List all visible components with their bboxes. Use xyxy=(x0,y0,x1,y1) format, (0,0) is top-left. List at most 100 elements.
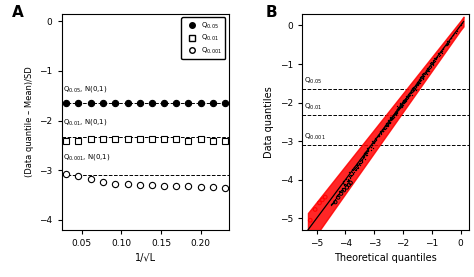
Point xyxy=(339,188,346,192)
Point xyxy=(409,89,417,93)
Point xyxy=(402,96,410,100)
Point xyxy=(396,102,404,107)
Point xyxy=(380,127,387,132)
Point xyxy=(423,71,431,76)
Point xyxy=(379,129,386,133)
Point xyxy=(409,89,417,93)
Point xyxy=(457,23,465,27)
Point xyxy=(345,178,352,182)
Point xyxy=(353,163,361,167)
Point xyxy=(412,88,420,92)
Point xyxy=(401,97,409,101)
Point xyxy=(453,29,460,34)
Point xyxy=(357,158,365,163)
Point xyxy=(433,57,440,61)
Point xyxy=(330,200,337,204)
Point xyxy=(410,86,418,90)
Point xyxy=(347,181,355,185)
Point xyxy=(363,148,370,153)
Point xyxy=(389,114,397,119)
Point xyxy=(352,168,360,172)
Point xyxy=(424,65,432,70)
Point xyxy=(362,150,369,154)
Point xyxy=(412,83,419,88)
Point xyxy=(396,103,403,107)
Point xyxy=(410,87,417,91)
Point xyxy=(424,66,431,71)
Point xyxy=(415,80,422,84)
Point xyxy=(411,87,419,91)
Point xyxy=(347,174,355,178)
Point xyxy=(335,189,343,194)
Point xyxy=(359,155,366,159)
Point xyxy=(382,125,390,130)
Point xyxy=(311,207,319,212)
Point xyxy=(392,109,400,113)
Point xyxy=(365,145,373,149)
Point xyxy=(408,90,415,94)
Point xyxy=(374,135,381,139)
Point xyxy=(452,30,459,35)
Point xyxy=(368,143,376,147)
Point xyxy=(384,120,392,125)
Point xyxy=(362,150,369,154)
Point xyxy=(388,116,395,120)
Point xyxy=(376,134,383,138)
Point xyxy=(395,107,402,112)
Point xyxy=(365,148,372,152)
Point xyxy=(445,39,453,43)
Point xyxy=(372,137,379,141)
Point xyxy=(419,74,427,79)
Point xyxy=(354,165,361,169)
Point xyxy=(375,133,383,137)
Point xyxy=(405,91,413,96)
Point xyxy=(343,182,350,186)
Point xyxy=(356,161,363,165)
Point xyxy=(405,91,412,96)
Point xyxy=(358,160,365,165)
Point xyxy=(438,48,446,53)
Point xyxy=(425,69,432,73)
Point xyxy=(409,85,417,89)
Y-axis label: Data quantiles: Data quantiles xyxy=(264,86,274,158)
Point xyxy=(342,183,349,188)
Point xyxy=(354,161,361,165)
Point xyxy=(429,61,437,65)
Point xyxy=(435,53,443,58)
Point xyxy=(391,111,399,115)
Point xyxy=(419,76,427,80)
Point xyxy=(428,62,436,66)
Text: Q$_{0.01}$: Q$_{0.01}$ xyxy=(304,102,322,112)
Point xyxy=(410,85,418,90)
Point xyxy=(360,153,367,157)
Point xyxy=(350,164,357,169)
X-axis label: 1/√L: 1/√L xyxy=(135,253,156,263)
Point xyxy=(416,78,423,82)
Point xyxy=(384,119,392,123)
Point xyxy=(394,108,402,112)
Point xyxy=(395,106,402,111)
Point xyxy=(332,196,339,201)
Point xyxy=(337,191,345,196)
Point xyxy=(403,94,411,98)
Point xyxy=(345,178,353,182)
Point xyxy=(419,74,427,78)
Point xyxy=(377,130,384,134)
Point xyxy=(375,132,383,137)
Point xyxy=(384,122,392,127)
Point xyxy=(401,98,409,103)
Point xyxy=(398,99,405,104)
Point xyxy=(395,104,402,109)
Point xyxy=(393,107,401,112)
Text: Q$_{0.01}$, N(0,1): Q$_{0.01}$, N(0,1) xyxy=(63,117,108,127)
Point xyxy=(424,68,432,72)
Text: A: A xyxy=(11,5,23,20)
Point xyxy=(362,152,370,157)
Point xyxy=(395,105,402,110)
Point xyxy=(407,91,414,95)
Point xyxy=(384,122,392,126)
Point xyxy=(357,160,365,165)
Point xyxy=(384,123,392,127)
Point xyxy=(394,106,402,111)
Point xyxy=(364,146,372,151)
